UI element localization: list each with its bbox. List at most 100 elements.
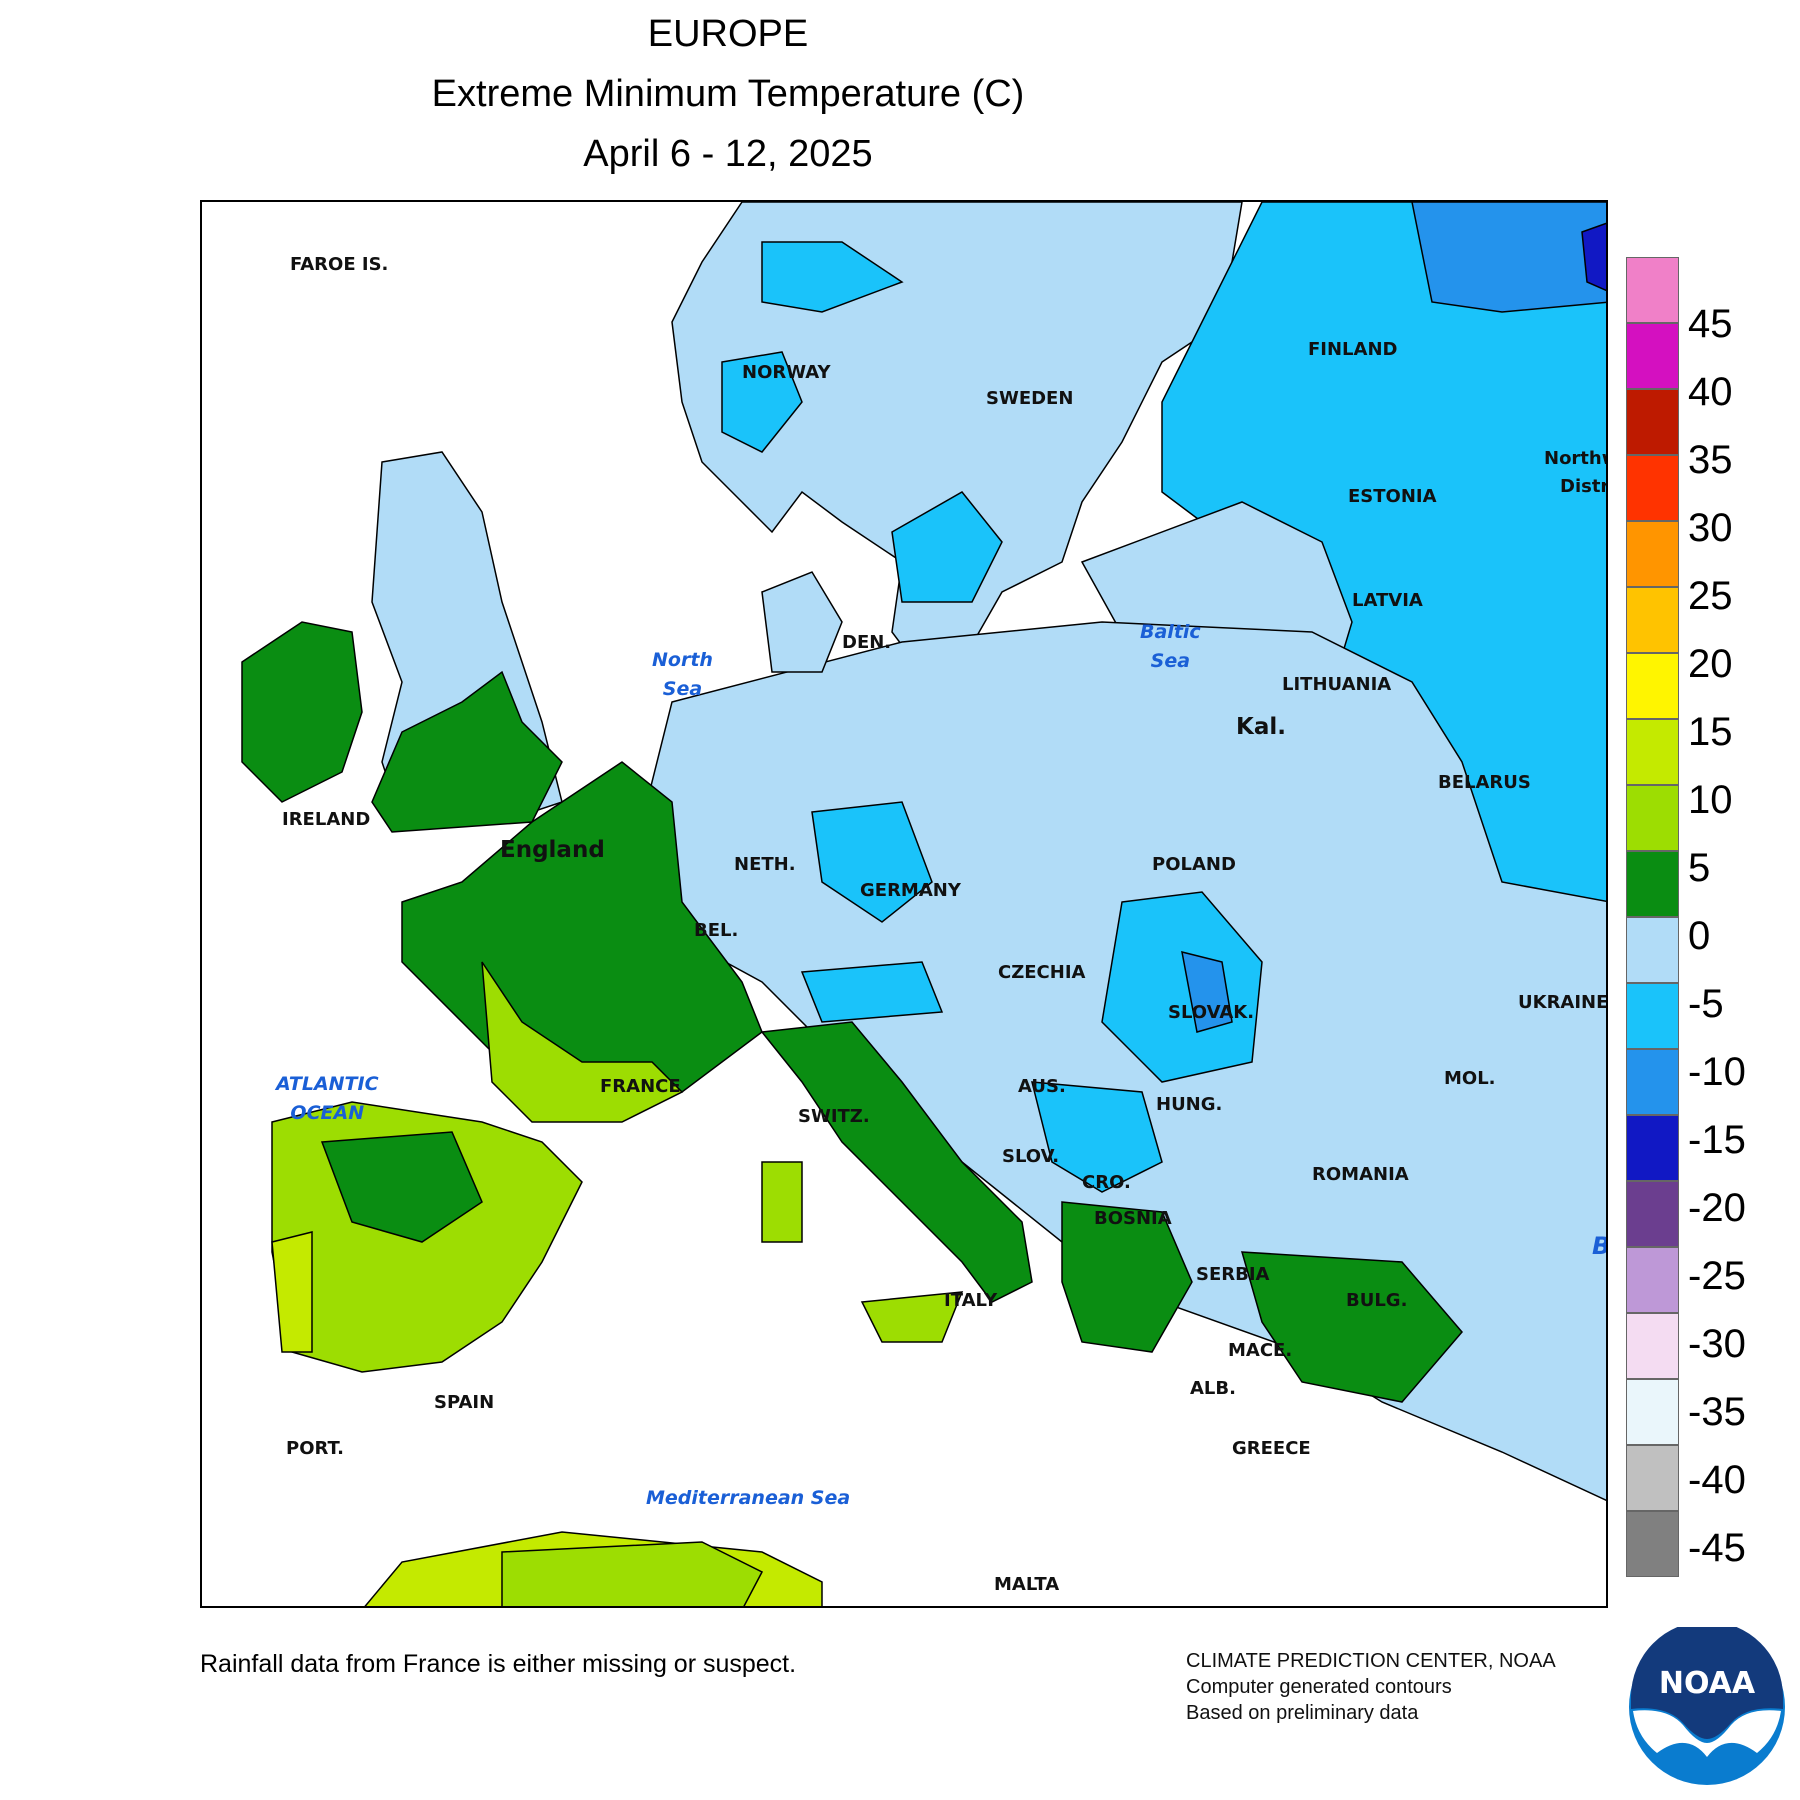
turkey-coast <box>1240 1251 1463 1403</box>
carpathian-cold-area <box>1101 891 1263 1083</box>
label-england: England <box>500 837 605 863</box>
legend-tick: 35 <box>1688 438 1733 482</box>
legend-tick: -15 <box>1688 1118 1746 1162</box>
noaa-logo-text: NOAA <box>1659 1666 1756 1701</box>
credit-line-1: CLIMATE PREDICTION CENTER, NOAA <box>1186 1650 1556 1672</box>
legend-tick: 20 <box>1688 642 1733 686</box>
legend-tick: 45 <box>1688 302 1733 346</box>
romania-cold-spot <box>1181 950 1233 1033</box>
england-green <box>371 670 563 833</box>
label-northwest: Northw <box>1544 448 1606 469</box>
legend-tick: -20 <box>1688 1186 1746 1230</box>
label-atlantic-ocean: ATLANTIC OCEAN <box>276 1070 379 1128</box>
russia-deep-cold <box>1411 202 1606 313</box>
north-africa-warm <box>501 1541 764 1606</box>
sardinia <box>761 1161 803 1243</box>
legend-swatch <box>1626 521 1679 587</box>
alps-cold-area <box>800 961 944 1023</box>
label-latvia: LATVIA <box>1352 590 1423 611</box>
label-croatia: CRO. <box>1082 1172 1131 1193</box>
label-sweden: SWEDEN <box>986 388 1074 409</box>
legend-tick: -45 <box>1688 1526 1746 1570</box>
norway-cold-spot <box>721 351 803 453</box>
legend-swatch <box>1626 917 1679 983</box>
legend-tick: 25 <box>1688 574 1733 618</box>
baltic-sea-line1: Baltic <box>1140 621 1201 643</box>
greece <box>1061 1201 1193 1353</box>
legend-tick: 15 <box>1688 710 1733 754</box>
label-north-sea: North Sea <box>652 646 713 704</box>
denmark <box>761 571 843 673</box>
atlantic-line1: ATLANTIC <box>276 1073 379 1095</box>
legend-tick: -10 <box>1688 1050 1746 1094</box>
label-moldova: MOL. <box>1444 1068 1496 1089</box>
legend-tick: -25 <box>1688 1254 1746 1298</box>
label-belarus: BELARUS <box>1438 772 1531 793</box>
legend-swatch <box>1626 653 1679 719</box>
label-slovakia: SLOVAK. <box>1168 1002 1255 1023</box>
credit-block: CLIMATE PREDICTION CENTER, NOAA Computer… <box>1186 1648 1556 1726</box>
label-norway: NORWAY <box>742 362 831 383</box>
legend-swatch <box>1626 1511 1679 1577</box>
data-note: Rainfall data from France is either miss… <box>200 1650 797 1678</box>
label-lithuania: LITHUANIA <box>1282 674 1392 695</box>
legend-swatch <box>1626 1313 1679 1379</box>
legend-swatch <box>1626 1049 1679 1115</box>
norway-cold-area <box>761 241 904 313</box>
label-baltic-sea: Baltic Sea <box>1140 618 1201 676</box>
legend-swatch <box>1626 1181 1679 1247</box>
label-estonia: ESTONIA <box>1348 486 1437 507</box>
italy <box>760 1021 1033 1303</box>
temperature-map: FAROE IS. NORWAY SWEDEN FINLAND ESTONIA … <box>200 200 1608 1608</box>
legend-swatch <box>1626 1247 1679 1313</box>
label-finland: FINLAND <box>1308 339 1398 360</box>
legend-swatch <box>1626 587 1679 653</box>
legend-swatch <box>1626 719 1679 785</box>
label-district: Distri <box>1560 476 1606 497</box>
atlantic-line2: OCEAN <box>290 1102 365 1124</box>
label-faroe: FAROE IS. <box>290 254 389 275</box>
label-serbia: SERBIA <box>1196 1264 1270 1285</box>
north-sea-line1: North <box>652 649 713 671</box>
ireland <box>241 621 363 803</box>
legend-swatch <box>1626 983 1679 1049</box>
temperature-legend <box>1626 257 1681 1577</box>
label-mediterranean: Mediterranean Sea <box>646 1487 851 1509</box>
legend-tick: -40 <box>1688 1458 1746 1502</box>
label-ireland: IRELAND <box>282 809 371 830</box>
legend-swatch <box>1626 455 1679 521</box>
label-black-sea-partial: B <box>1592 1232 1606 1261</box>
label-denmark: DEN. <box>842 632 892 653</box>
czech-cold-area <box>811 801 933 923</box>
label-czechia: CZECHIA <box>998 962 1086 983</box>
label-spain: SPAIN <box>434 1392 495 1413</box>
credit-line-2: Computer generated contours <box>1186 1676 1452 1698</box>
label-germany: GERMANY <box>860 880 961 901</box>
legend-swatch <box>1626 323 1679 389</box>
legend-swatch <box>1626 785 1679 851</box>
credit-line-3: Based on preliminary data <box>1186 1702 1419 1724</box>
legend-swatch <box>1626 389 1679 455</box>
noaa-logo: NOAA <box>1629 1627 1785 1785</box>
legend-swatch <box>1626 1115 1679 1181</box>
legend-tick: 0 <box>1688 914 1711 958</box>
legend-swatch <box>1626 1379 1679 1445</box>
legend-swatch <box>1626 851 1679 917</box>
legend-tick: 10 <box>1688 778 1733 822</box>
portugal-warmer <box>271 1231 313 1353</box>
north-sea-line2: Sea <box>662 678 703 700</box>
label-hungary: HUNG. <box>1156 1094 1223 1115</box>
label-belgium: BEL. <box>694 920 739 941</box>
sweden-cold-spot <box>891 491 1003 603</box>
legend-tick: -5 <box>1688 982 1724 1026</box>
label-slovenia: SLOV. <box>1002 1146 1060 1167</box>
label-switzerland: SWITZ. <box>798 1106 870 1127</box>
label-kaliningrad: Kal. <box>1236 714 1286 740</box>
label-bosnia: BOSNIA <box>1094 1208 1172 1229</box>
spain-green-area <box>320 1131 483 1243</box>
label-romania: ROMANIA <box>1312 1164 1409 1185</box>
map-subtitle: Extreme Minimum Temperature (C) <box>431 73 1025 115</box>
sicily <box>860 1291 964 1343</box>
legend-swatch <box>1626 1445 1679 1511</box>
map-drawing <box>241 202 1606 1606</box>
